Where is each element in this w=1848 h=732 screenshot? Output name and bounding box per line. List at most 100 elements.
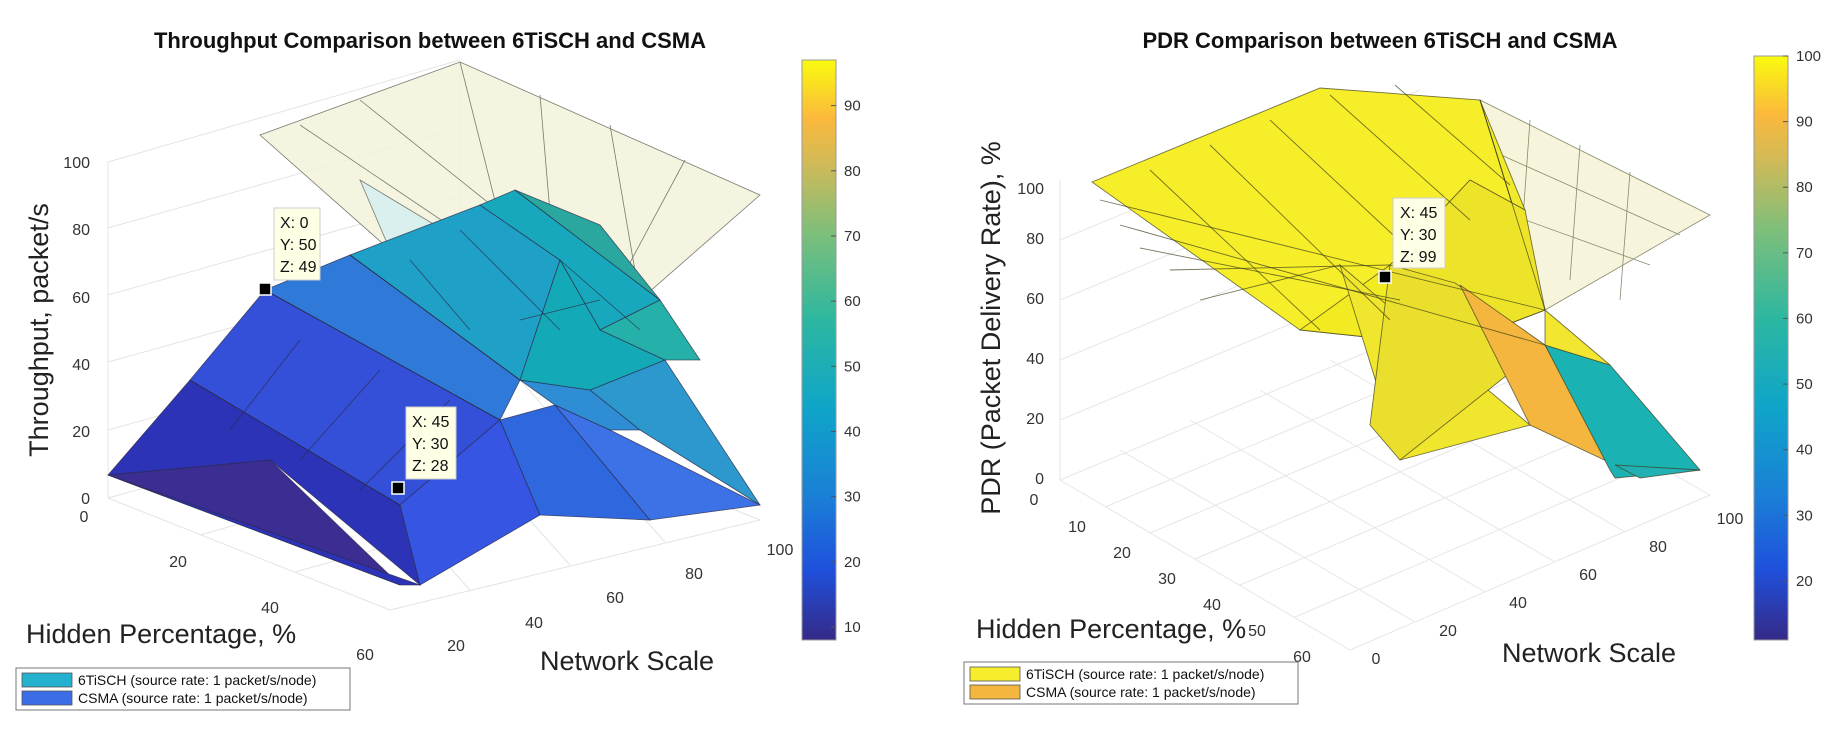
datatip-marker-2[interactable] (391, 481, 405, 495)
datatip[interactable]: X: 45 Y: 30 Z: 99 (1392, 197, 1446, 269)
y-ticks: 0 20 40 60 (80, 509, 374, 664)
legend-label: CSMA (source rate: 1 packet/s/node) (1026, 684, 1256, 700)
legend-swatch (21, 690, 73, 706)
y-tick: 40 (1203, 597, 1221, 614)
x-tick: 0 (1372, 651, 1381, 668)
x-tick: 20 (447, 638, 465, 655)
x-tick: 80 (685, 566, 703, 583)
datatip-1-z: Z: 49 (280, 259, 317, 276)
colorbar-tick-label: 20 (1796, 573, 1813, 590)
colorbar-ticks: 20 30 40 50 60 70 80 90 100 (1783, 48, 1821, 590)
z-axis-label: Throughput, packet/s (24, 203, 54, 457)
colorbar-tick-label: 70 (1796, 245, 1813, 262)
x-tick: 80 (1649, 539, 1667, 556)
z-axis-label: PDR (Packet Delivery Rate), % (976, 141, 1006, 515)
datatip-1-y: Y: 50 (280, 237, 317, 254)
colorbar-tick-label: 50 (844, 358, 861, 375)
x-tick: 40 (1509, 595, 1527, 612)
y-tick: 30 (1158, 571, 1176, 588)
datatip-x: X: 45 (1400, 205, 1437, 222)
x-tick: 60 (1579, 567, 1597, 584)
z-tick: 20 (72, 424, 90, 441)
datatip-1-x: X: 0 (280, 215, 309, 232)
x-tick: 100 (767, 542, 794, 559)
y-tick: 40 (261, 600, 279, 617)
y-tick: 0 (80, 509, 89, 526)
legend-label: CSMA (source rate: 1 packet/s/node) (78, 690, 308, 706)
y-axis-label: Hidden Percentage, % (26, 619, 296, 649)
y-ticks: 0 10 20 30 40 50 60 (1030, 492, 1311, 666)
colorbar-tick-label: 80 (1796, 179, 1813, 196)
colorbar-tick-label: 30 (1796, 507, 1813, 524)
x-tick: 100 (1717, 511, 1744, 528)
x-ticks: 20 40 60 80 100 (447, 542, 793, 655)
datatip-y: Y: 30 (1400, 227, 1437, 244)
y-tick: 0 (1030, 492, 1039, 509)
main-surface (107, 189, 762, 587)
colorbar-tick-label: 100 (1796, 48, 1821, 65)
z-ticks: 0 20 40 60 80 100 (63, 155, 90, 508)
x-axis-label: Network Scale (1502, 638, 1676, 668)
datatip-z: Z: 99 (1400, 249, 1437, 266)
colorbar-tick-label: 30 (844, 489, 861, 506)
y-tick: 20 (169, 554, 187, 571)
throughput-chart: Throughput Comparison between 6TiSCH and… (15, 28, 861, 711)
legend-swatch (969, 684, 1021, 700)
colorbar: 10 20 30 40 50 60 70 80 90 (801, 59, 861, 641)
legend: 6TiSCH (source rate: 1 packet/s/node) CS… (15, 667, 351, 711)
datatip-2-y: Y: 30 (412, 436, 449, 453)
legend-swatch (21, 672, 73, 688)
datatip-2[interactable]: X: 45 Y: 30 Z: 28 (405, 406, 457, 480)
colorbar-tick-label: 20 (844, 554, 861, 571)
datatip-1[interactable]: X: 0 Y: 50 Z: 49 (273, 207, 321, 281)
colorbar-ticks: 10 20 30 40 50 60 70 80 90 (831, 98, 861, 636)
z-tick: 40 (1026, 351, 1044, 368)
colorbar-tick-label: 90 (1796, 114, 1813, 131)
z-tick: 60 (72, 290, 90, 307)
x-ticks: 0 20 40 60 80 100 (1372, 511, 1744, 668)
colorbar-tick-label: 80 (844, 163, 861, 180)
z-tick: 100 (1017, 181, 1044, 198)
colorbar-scale (801, 59, 837, 641)
main-surface (1091, 84, 1701, 479)
x-axis-label: Network Scale (540, 646, 714, 676)
datatip-marker[interactable] (1378, 270, 1392, 284)
y-tick: 60 (356, 647, 374, 664)
z-tick: 0 (81, 491, 90, 508)
z-tick: 100 (63, 155, 90, 172)
chart-title: PDR Comparison between 6TiSCH and CSMA (1142, 28, 1617, 53)
colorbar-tick-label: 70 (844, 228, 861, 245)
colorbar-tick-label: 40 (844, 423, 861, 440)
x-tick: 40 (525, 615, 543, 632)
z-ticks: 0 20 40 60 80 100 (1017, 181, 1044, 488)
z-tick: 40 (72, 357, 90, 374)
colorbar-tick-label: 60 (844, 293, 861, 310)
colorbar-tick-label: 60 (1796, 310, 1813, 327)
x-tick: 60 (606, 590, 624, 607)
z-tick: 60 (1026, 291, 1044, 308)
y-axis-label: Hidden Percentage, % (976, 614, 1246, 644)
y-tick: 20 (1113, 545, 1131, 562)
datatip-2-x: X: 45 (412, 414, 449, 431)
z-tick: 80 (1026, 231, 1044, 248)
y-tick: 50 (1248, 623, 1266, 640)
colorbar: 20 30 40 50 60 70 80 90 100 (1753, 48, 1821, 641)
colorbar-tick-label: 10 (844, 619, 861, 636)
z-tick: 0 (1035, 471, 1044, 488)
z-tick: 80 (72, 222, 90, 239)
pdr-chart: PDR Comparison between 6TiSCH and CSMA (963, 28, 1821, 705)
legend-label: 6TiSCH (source rate: 1 packet/s/node) (1026, 666, 1264, 682)
x-tick: 20 (1439, 623, 1457, 640)
colorbar-tick-label: 40 (1796, 442, 1813, 459)
colorbar-tick-label: 90 (844, 98, 861, 115)
legend-label: 6TiSCH (source rate: 1 packet/s/node) (78, 672, 316, 688)
legend-swatch (969, 666, 1021, 682)
datatip-2-z: Z: 28 (412, 458, 449, 475)
z-tick: 20 (1026, 411, 1044, 428)
legend: 6TiSCH (source rate: 1 packet/s/node) CS… (963, 661, 1299, 705)
colorbar-scale (1753, 55, 1789, 641)
chart-title: Throughput Comparison between 6TiSCH and… (154, 28, 706, 53)
y-tick: 10 (1068, 519, 1086, 536)
datatip-marker-1[interactable] (258, 282, 272, 296)
